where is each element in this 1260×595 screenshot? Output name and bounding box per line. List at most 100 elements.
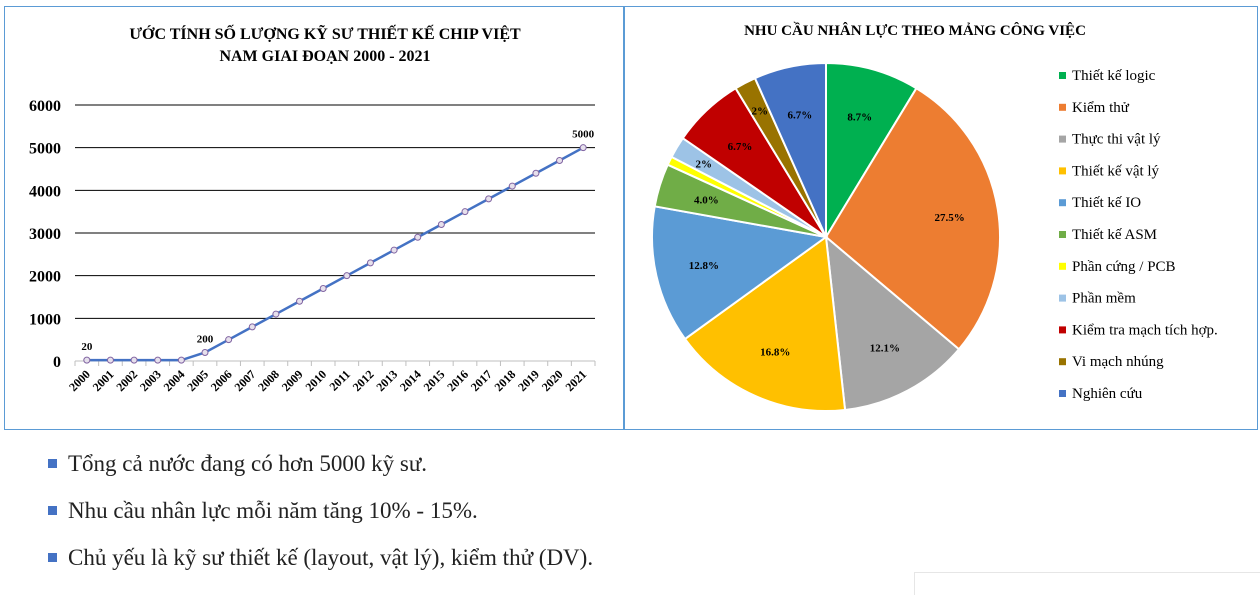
data-point: [508, 182, 516, 190]
bullet-square-icon: [48, 459, 57, 468]
pie-slice: [651, 205, 829, 341]
legend-label: Phần mềm: [1072, 291, 1136, 307]
x-tick-label: 2001: [90, 367, 117, 394]
data-point: [106, 356, 114, 364]
data-point: [83, 356, 91, 364]
slice-label: 2%: [751, 106, 768, 118]
legend-label: Kiểm thử: [1072, 100, 1130, 116]
legend-swatch: [1059, 199, 1066, 207]
pie-slice: [753, 61, 827, 238]
data-point: [556, 156, 564, 164]
pie-chart: NHU CẦU NHÂN LỰC THEO MẢNG CÔNG VIỆC 8.7%…: [651, 22, 1218, 412]
legend-label: Kiểm tra mạch tích hợp.: [1072, 322, 1218, 338]
pie-slice: [824, 86, 1001, 351]
x-tick-label: 2009: [279, 367, 306, 394]
data-point: [343, 272, 351, 280]
slice-label: 12.1%: [870, 343, 900, 355]
chart-title-line: NAM GIAI ĐOẠN 2000 - 2021: [219, 48, 430, 65]
x-tick-label: 2012: [350, 367, 377, 394]
bullet-square-icon: [48, 506, 57, 515]
legend-swatch: [1059, 231, 1066, 238]
slice-label: 2%: [695, 158, 712, 170]
x-tick-label: 2008: [255, 367, 282, 394]
legend-label: Vi mạch nhúng: [1072, 354, 1164, 370]
data-point: [485, 195, 493, 203]
data-point: [414, 233, 422, 241]
legend-swatch: [1059, 326, 1066, 334]
x-tick-label: 2017: [468, 367, 495, 394]
y-tick-label: 6000: [29, 98, 61, 115]
data-point: [366, 259, 374, 267]
data-point: [532, 169, 540, 177]
y-tick-label: 3000: [29, 226, 61, 243]
pie-slice: [683, 235, 847, 412]
line-chart: ƯỚC TÍNH SỐ LƯỢNG KỸ SƯ THIẾT KẾ CHIP VI…: [29, 23, 596, 394]
x-tick-label: 2002: [113, 367, 140, 394]
data-point: [579, 144, 587, 152]
data-point: [248, 323, 256, 331]
legend-swatch: [1059, 358, 1066, 366]
x-tick-label: 2015: [421, 367, 448, 394]
note-item: Chủ yếu là kỹ sư thiết kế (layout, vật l…: [48, 534, 593, 581]
y-tick-label: 1000: [29, 311, 61, 328]
x-tick-label: 2003: [137, 367, 164, 394]
line-chart-panel: ƯỚC TÍNH SỐ LƯỢNG KỸ SƯ THIẾT KẾ CHIP VI…: [4, 6, 624, 430]
legend-swatch: [1059, 72, 1066, 79]
slice-label: 4.0%: [694, 195, 719, 207]
note-item: Tổng cả nước đang có hơn 5000 kỹ sư.: [48, 440, 593, 487]
pie-slice: [825, 61, 918, 241]
x-tick-label: 2014: [397, 367, 424, 394]
legend-label: Thiết kế ASM: [1072, 227, 1157, 243]
legend-swatch: [1059, 390, 1066, 397]
empty-frame: [914, 572, 1260, 595]
series-line: [86, 146, 584, 362]
data-point: [437, 220, 445, 228]
legend-swatch: [1059, 135, 1066, 143]
legend-label: Thiết kế logic: [1072, 68, 1156, 84]
notes-list: Tổng cả nước đang có hơn 5000 kỹ sư. Nhu…: [48, 440, 593, 581]
data-point: [177, 356, 185, 364]
chart-title: NHU CẦU NHÂN LỰC THEO MẢNG CÔNG VIỆC: [744, 22, 1086, 39]
legend-swatch: [1059, 167, 1066, 175]
note-text: Tổng cả nước đang có hơn 5000 kỹ sư.: [68, 451, 428, 476]
chart-title-line: ƯỚC TÍNH SỐ LƯỢNG KỸ SƯ THIẾT KẾ CHIP VI…: [129, 23, 521, 43]
x-tick-label: 2010: [302, 367, 329, 394]
y-tick-label: 4000: [29, 183, 61, 200]
y-tick-label: 0: [53, 354, 61, 371]
slice-label: 8.7%: [847, 111, 872, 123]
data-label: 5000: [572, 129, 595, 141]
legend-swatch: [1059, 262, 1066, 270]
x-tick-label: 2004: [161, 367, 188, 394]
x-tick-label: 2016: [444, 367, 471, 394]
y-tick-label: 5000: [29, 141, 61, 158]
legend-label: Nghiên cứu: [1072, 386, 1143, 402]
data-label: 200: [197, 333, 214, 345]
note-item: Nhu cầu nhân lực mỗi năm tăng 10% - 15%.: [48, 487, 593, 534]
x-tick-label: 2007: [232, 367, 259, 394]
note-text: Nhu cầu nhân lực mỗi năm tăng 10% - 15%.: [68, 498, 478, 523]
slice-label: 6.7%: [787, 109, 812, 121]
data-point: [390, 246, 398, 254]
y-tick-label: 2000: [29, 269, 61, 286]
legend-swatch: [1059, 103, 1066, 111]
slice-label: 6.7%: [728, 141, 753, 153]
data-point: [201, 348, 209, 356]
data-point: [296, 297, 304, 305]
data-point: [130, 356, 138, 364]
data-point: [272, 310, 280, 318]
x-tick-label: 2018: [492, 367, 519, 394]
data-point: [225, 336, 233, 344]
data-label: 20: [81, 341, 93, 353]
data-point: [461, 208, 469, 216]
x-tick-label: 2019: [515, 367, 542, 394]
slice-label: 27.5%: [935, 212, 965, 224]
x-tick-label: 2021: [562, 367, 589, 394]
bullet-square-icon: [48, 553, 57, 562]
x-tick-label: 2020: [539, 367, 566, 394]
x-tick-label: 2006: [208, 367, 235, 394]
legend-label: Thiết kế IO: [1072, 195, 1141, 211]
slice-label: 12.8%: [689, 260, 719, 272]
x-tick-label: 2005: [184, 367, 211, 394]
legend-swatch: [1059, 294, 1066, 302]
x-tick-label: 2011: [327, 367, 353, 393]
